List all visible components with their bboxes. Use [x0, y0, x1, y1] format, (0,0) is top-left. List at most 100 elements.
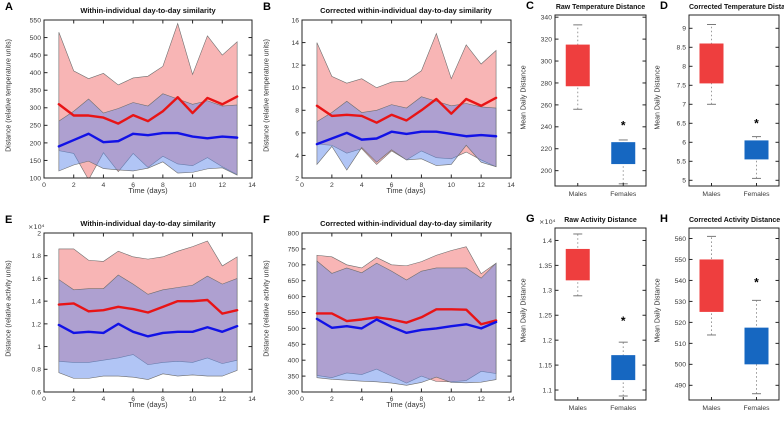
panel-h-canvas: Males Females * 490 500 510 520 530 540 550 560	[675, 227, 780, 412]
svg-text:550: 550	[675, 257, 687, 264]
svg-text:4: 4	[360, 396, 364, 403]
panel-h-title: Corrected Activity Distance	[689, 217, 781, 224]
svg-text:260: 260	[541, 102, 553, 109]
svg-text:14: 14	[248, 396, 256, 403]
panel-g-letter: G	[526, 213, 535, 225]
svg-text:0.6: 0.6	[32, 389, 42, 396]
svg-text:Females: Females	[743, 405, 770, 412]
svg-text:8.5: 8.5	[677, 45, 687, 52]
svg-text:Males: Males	[569, 405, 588, 412]
svg-text:12: 12	[219, 396, 227, 403]
svg-text:6: 6	[131, 182, 135, 189]
svg-text:490: 490	[675, 383, 687, 390]
svg-text:2: 2	[295, 175, 299, 182]
svg-text:100: 100	[30, 175, 42, 182]
svg-text:4: 4	[360, 182, 364, 189]
svg-text:8: 8	[682, 64, 686, 71]
svg-text:10: 10	[189, 182, 197, 189]
svg-text:7: 7	[682, 102, 686, 109]
svg-text:6: 6	[295, 130, 299, 137]
panel-d-canvas: Males Females * 5 5.5 6 6.5 7 7.5 8 8.5 9	[677, 14, 780, 198]
svg-text:500: 500	[288, 326, 300, 333]
panel-g-ylabel: Mean Daily Distance	[520, 278, 528, 343]
panel-e-xlabel: Time (days)	[128, 400, 168, 409]
svg-text:700: 700	[288, 262, 300, 269]
svg-text:4: 4	[102, 182, 106, 189]
svg-text:2: 2	[330, 396, 334, 403]
svg-text:14: 14	[248, 182, 256, 189]
svg-text:6: 6	[682, 140, 686, 147]
svg-text:340: 340	[541, 15, 553, 22]
svg-text:450: 450	[30, 53, 42, 60]
svg-text:14: 14	[291, 40, 299, 47]
panel-g: Males Females * 1.1 1.15 1.2 1.25 1.3 1.35 1.4 ×10…	[517, 213, 651, 427]
svg-text:1.8: 1.8	[32, 253, 42, 260]
svg-text:650: 650	[288, 278, 300, 285]
svg-text:*: *	[621, 119, 626, 133]
svg-text:150: 150	[30, 158, 42, 165]
svg-text:5: 5	[682, 178, 686, 185]
svg-text:1: 1	[37, 344, 41, 351]
svg-text:10: 10	[448, 182, 456, 189]
svg-text:6: 6	[390, 182, 394, 189]
svg-text:1.1: 1.1	[543, 387, 553, 394]
svg-text:8: 8	[295, 108, 299, 115]
svg-text:0: 0	[300, 396, 304, 403]
panel-e: 0 2 4 6 8 10 12 14 0.6 0.8 1 1.2 1.4 1.6 1.8 2 ×10⁴ E Wi…	[0, 213, 258, 427]
panel-h-letter: H	[660, 213, 668, 225]
svg-text:8: 8	[161, 182, 165, 189]
svg-text:Females: Females	[610, 405, 637, 412]
svg-text:Males: Males	[569, 191, 588, 198]
svg-text:500: 500	[675, 362, 687, 369]
panel-g-canvas: Males Females * 1.1 1.15 1.2 1.25 1.3 1.35 1.4 ×10…	[539, 218, 647, 412]
svg-text:200: 200	[30, 140, 42, 147]
svg-text:350: 350	[288, 374, 300, 381]
svg-text:2: 2	[72, 396, 76, 403]
panel-a-ylabel: Distance (relative temperature units)	[5, 39, 13, 152]
svg-text:7.5: 7.5	[677, 83, 687, 90]
svg-text:800: 800	[288, 230, 300, 237]
svg-text:250: 250	[30, 123, 42, 130]
svg-text:1.3: 1.3	[543, 288, 553, 295]
panel-a-title: Within-individual day-to-day similarity	[80, 6, 216, 15]
svg-text:6: 6	[390, 396, 394, 403]
svg-text:1.35: 1.35	[539, 263, 552, 270]
panel-e-canvas: 0 2 4 6 8 10 12 140.60.811.21.41.61.82×10⁴	[28, 223, 256, 403]
svg-text:9: 9	[682, 26, 686, 33]
panel-f: 0 2 4 6 8 10 12 14 300 350 400 450 500 550 600 650 700 75…	[258, 213, 517, 427]
svg-text:320: 320	[541, 37, 553, 44]
svg-text:Females: Females	[610, 191, 637, 198]
svg-text:10: 10	[291, 85, 299, 92]
svg-text:8: 8	[161, 396, 165, 403]
svg-text:×10⁴: ×10⁴	[28, 223, 45, 231]
panel-c: Males Females * 200 220 240 260 280 300 320 340 C …	[517, 0, 651, 213]
svg-text:300: 300	[541, 58, 553, 65]
svg-text:1.4: 1.4	[543, 238, 553, 245]
svg-text:*: *	[754, 116, 759, 130]
panel-f-xlabel: Time (days)	[386, 400, 426, 409]
svg-text:240: 240	[541, 124, 553, 131]
svg-text:10: 10	[189, 396, 197, 403]
svg-text:400: 400	[288, 358, 300, 365]
svg-text:Females: Females	[743, 191, 770, 198]
svg-text:Males: Males	[702, 405, 721, 412]
svg-text:2: 2	[37, 230, 41, 237]
panel-b-ylabel: Distance (relative temperature units)	[263, 39, 271, 152]
panel-h: Males Females * 490 500 510 520 530 540 550 560 H …	[651, 213, 784, 427]
svg-text:6: 6	[131, 396, 135, 403]
svg-text:Males: Males	[702, 191, 721, 198]
svg-text:5.5: 5.5	[677, 159, 687, 166]
svg-text:×10⁴: ×10⁴	[539, 218, 556, 226]
svg-text:530: 530	[675, 299, 687, 306]
svg-text:8: 8	[420, 396, 424, 403]
svg-text:600: 600	[288, 294, 300, 301]
svg-text:14: 14	[507, 396, 515, 403]
panel-b-letter: B	[263, 1, 271, 13]
svg-text:750: 750	[288, 246, 300, 253]
svg-text:520: 520	[675, 320, 687, 327]
panel-c-title: Raw Temperature Distance	[555, 4, 646, 11]
panel-e-ylabel: Distance (relative activity units)	[5, 260, 13, 357]
panel-d-letter: D	[660, 0, 668, 12]
svg-text:12: 12	[219, 182, 227, 189]
